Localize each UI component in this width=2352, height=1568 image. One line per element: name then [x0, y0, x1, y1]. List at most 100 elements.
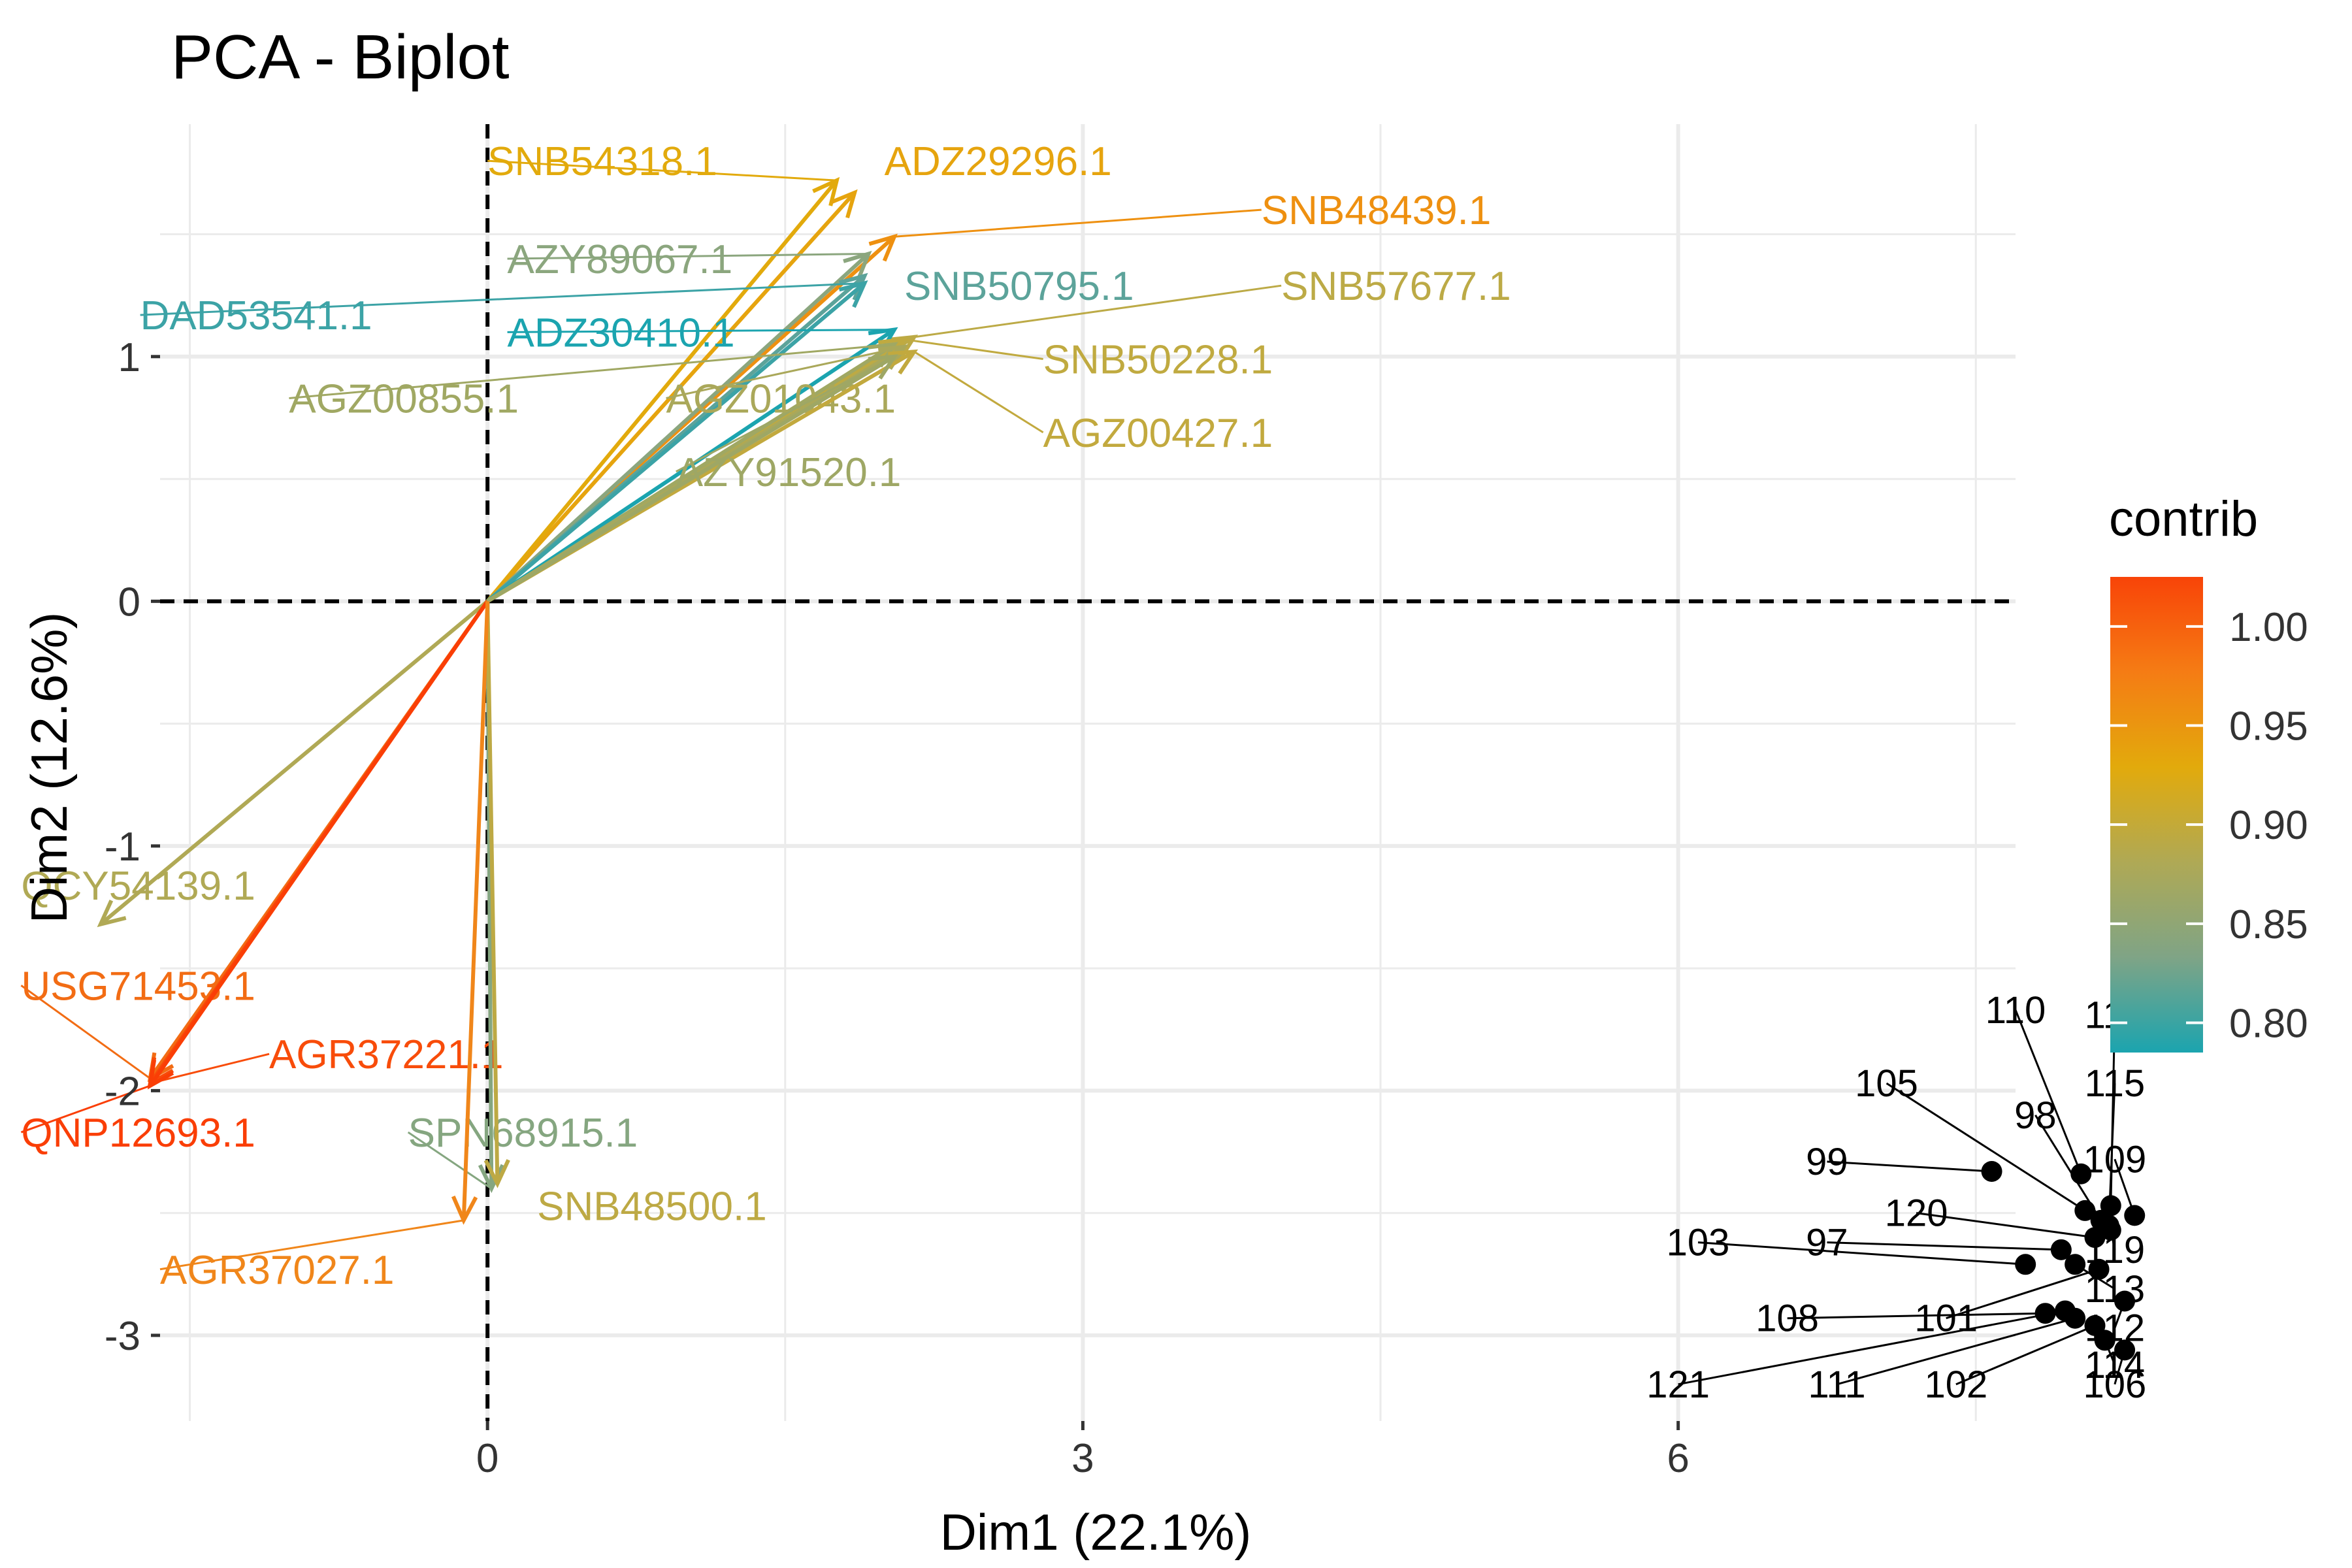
variable-arrow: [99, 600, 489, 926]
variable-label-leader: [894, 208, 1262, 238]
variable-label: DAD53541.1: [140, 293, 372, 338]
individual-label: 98: [2014, 1094, 2057, 1137]
legend-title: contrib: [2109, 491, 2258, 547]
chart-title: PCA - Biplot: [171, 22, 510, 92]
individual-point: [2100, 1219, 2121, 1241]
individual-point: [2034, 1303, 2056, 1324]
legend-tick-label: 0.95: [2229, 704, 2308, 749]
individual-label: 110: [1985, 989, 2046, 1032]
variable-label-leader: [507, 253, 869, 260]
variable-label: ADZ29296.1: [885, 139, 1112, 184]
arrowhead: [97, 900, 127, 928]
individual-label: 121: [1646, 1364, 1710, 1406]
variable-label-leader: [913, 351, 1044, 434]
individual-point: [1981, 1160, 2002, 1182]
legend-tick-label: 0.80: [2229, 1002, 2308, 1047]
y-axis-title: Dim2 (12.6%): [20, 612, 78, 924]
legend-colorbar: [2110, 577, 2203, 1053]
individual-leader: [1916, 1212, 2095, 1239]
legend-tick-label: 1.00: [2229, 605, 2308, 650]
individual-point: [2084, 1315, 2106, 1336]
variable-label-leader: [20, 1085, 151, 1134]
individual-point: [2065, 1254, 2086, 1275]
individual-point: [2094, 1330, 2115, 1351]
arrowhead: [829, 189, 858, 219]
variable-label-leader: [487, 159, 837, 182]
individual-point: [2084, 1227, 2106, 1249]
individual-label: 102: [1924, 1364, 1987, 1406]
individual-leader: [2034, 1115, 2102, 1221]
variable-label-leader: [150, 1053, 270, 1085]
y-tick-label: -3: [105, 1314, 140, 1359]
variable-label-leader: [159, 1219, 464, 1271]
individual-leader: [1886, 1082, 2086, 1212]
variable-label: SNB50228.1: [1043, 338, 1273, 383]
individual-leader: [1955, 1324, 2096, 1386]
individual-label: 105: [1855, 1062, 1918, 1105]
variable-arrow: [486, 328, 896, 603]
x-tick-label: 6: [1667, 1436, 1689, 1481]
variable-arrow: [148, 600, 489, 1087]
x-tick-label: 3: [1071, 1436, 1094, 1481]
y-axis-ticks: -3 -2 -1 0 1: [105, 335, 160, 1359]
variable-label-leader: [140, 282, 865, 316]
variable-label-leader: [507, 329, 894, 333]
x-axis-title: Dim1 (22.1%): [940, 1503, 1252, 1561]
individual-leader: [1697, 1241, 2026, 1266]
individual-label: 99: [1806, 1141, 1848, 1183]
variable-label: SNB50795.1: [904, 264, 1134, 309]
individual-label: 115: [2085, 1062, 2145, 1105]
reference-lines: [160, 124, 2016, 1421]
legend-tick-label: 0.85: [2229, 902, 2308, 947]
variable-arrow: [486, 252, 870, 603]
variable-arrow: [461, 601, 490, 1221]
individual-leader: [1827, 1160, 1992, 1173]
individual-leader: [1787, 1312, 2046, 1320]
variable-label: AGR37027.1: [160, 1248, 394, 1293]
variable-label: AGR37221.1: [269, 1032, 503, 1077]
variable-label: QNP12693.1: [21, 1111, 255, 1156]
individual-points: 9911011610598115109120119103971131011081…: [1646, 989, 2146, 1406]
variable-arrow: [485, 179, 839, 603]
legend: contrib 1.00 0.95 0.90 0.85 0.80: [2109, 491, 2308, 1053]
individual-point: [2114, 1339, 2136, 1361]
variable-label: AZY91520.1: [676, 450, 902, 495]
individual-label: 108: [1756, 1298, 1819, 1340]
variable-arrow: [486, 355, 896, 603]
variable-label-leader: [666, 346, 905, 399]
individual-label: 106: [2083, 1364, 2146, 1406]
variable-label: SNB48500.1: [537, 1184, 767, 1229]
individual-leader: [1827, 1241, 2061, 1251]
x-tick-label: 0: [476, 1436, 498, 1481]
x-axis-ticks: 0 3 6: [476, 1421, 1690, 1481]
individual-point: [2074, 1200, 2096, 1221]
variable-arrows: SNB54318.1 ADZ29296.1 SNB48439.1 AZY89067.1…: [20, 139, 1511, 1293]
individual-point: [2065, 1307, 2086, 1329]
individual-leader: [2014, 1009, 2082, 1175]
individual-label: 103: [1667, 1222, 1730, 1264]
individual-leader: [1678, 1309, 2066, 1386]
variable-label-leader: [20, 985, 151, 1079]
variable-arrow: [486, 282, 866, 603]
variable-label-leader: [914, 284, 1282, 338]
y-tick-label: -2: [105, 1069, 140, 1114]
legend-tick-label: 0.90: [2229, 803, 2308, 848]
variable-label: SPN68915.1: [408, 1111, 638, 1156]
variable-label-leader: [676, 355, 895, 473]
individual-point: [2015, 1254, 2036, 1275]
variable-label: SNB48439.1: [1262, 188, 1492, 233]
variable-label: SNB54318.1: [487, 139, 717, 184]
individual-point: [2114, 1290, 2136, 1312]
variable-label-leader: [407, 1131, 493, 1190]
individual-leader: [2108, 1083, 2116, 1226]
individual-leader: [1837, 1317, 2076, 1386]
variable-label: ADZ30410.1: [508, 310, 735, 355]
arrowhead: [483, 1159, 510, 1188]
y-tick-label: -1: [105, 825, 140, 870]
individual-label: 109: [2083, 1138, 2146, 1181]
arrowhead: [838, 272, 868, 301]
variable-label: SNB57677.1: [1281, 264, 1511, 309]
individual-point: [2050, 1239, 2072, 1260]
variable-label: AGZ00855.1: [289, 376, 519, 421]
